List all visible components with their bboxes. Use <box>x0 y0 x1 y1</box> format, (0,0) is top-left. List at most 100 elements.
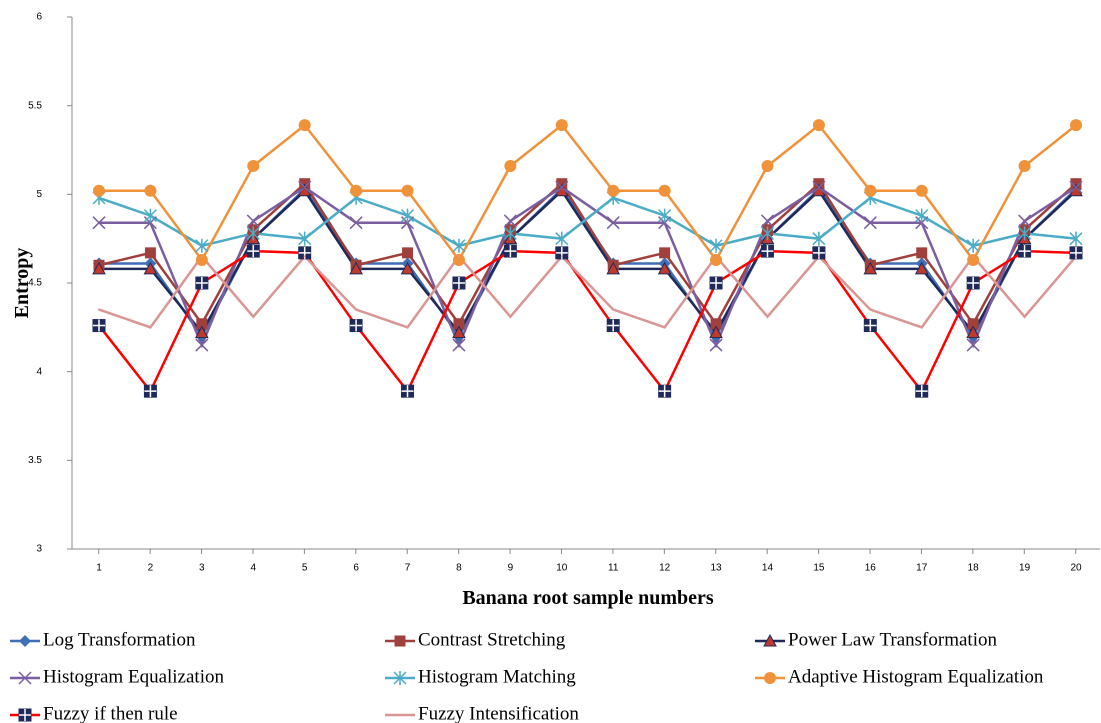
series-line <box>99 185 1077 349</box>
x-tick-label: 3 <box>199 563 205 574</box>
data-point <box>715 255 718 258</box>
data-point <box>606 261 621 275</box>
marker-shape <box>349 216 363 230</box>
marker-shape <box>394 635 406 647</box>
data-point <box>1070 178 1082 190</box>
x-tick-label: 6 <box>353 563 359 574</box>
data-point <box>504 159 517 172</box>
marker-shape <box>1070 119 1082 132</box>
marker-shape <box>763 633 777 647</box>
y-tick-label: 4 <box>36 366 42 377</box>
marker-shape <box>764 672 776 684</box>
marker-shape <box>760 226 775 241</box>
data-point <box>556 178 568 190</box>
marker-shape <box>144 184 157 197</box>
marker-shape <box>812 231 826 246</box>
marker-shape <box>1018 159 1031 172</box>
marker-shape <box>195 277 208 289</box>
data-point <box>760 226 775 241</box>
series-line <box>98 181 1077 327</box>
data-point <box>144 247 156 259</box>
legend-marker <box>764 672 776 684</box>
marker-shape <box>658 184 671 197</box>
data-point <box>658 208 672 223</box>
marker-shape <box>812 119 825 132</box>
marker-shape <box>812 180 826 194</box>
data-point <box>195 338 209 352</box>
data-point <box>93 184 105 197</box>
marker-shape <box>813 178 825 190</box>
marker-shape <box>709 325 723 339</box>
marker-shape <box>916 247 928 259</box>
marker-shape <box>452 238 466 253</box>
x-tick-label: 7 <box>405 563 411 574</box>
data-point <box>143 261 158 275</box>
data-point <box>966 338 980 352</box>
marker-shape <box>864 184 877 197</box>
marker-shape <box>194 325 209 339</box>
data-point <box>98 308 100 311</box>
x-tick-label: 20 <box>1070 563 1082 574</box>
data-point <box>709 276 723 290</box>
marker-shape <box>247 245 260 258</box>
data-point <box>143 208 157 223</box>
data-point <box>710 253 723 266</box>
data-point <box>967 318 979 330</box>
marker-shape <box>966 338 980 352</box>
legend-marker <box>18 708 32 722</box>
data-point <box>659 247 671 259</box>
data-point <box>194 325 209 339</box>
data-point <box>658 184 671 197</box>
marker-shape <box>863 261 878 275</box>
marker-shape <box>393 671 407 685</box>
legend-marker <box>393 671 407 685</box>
legend-label: Fuzzy if then rule <box>43 703 178 723</box>
marker-shape <box>1069 231 1083 246</box>
y-tick-label: 3.5 <box>28 455 42 466</box>
data-point <box>453 318 465 330</box>
marker-shape <box>503 226 517 241</box>
marker-shape <box>93 184 105 197</box>
x-tick-label: 5 <box>302 563 308 574</box>
legend-label: Histogram Matching <box>418 666 576 687</box>
data-point <box>355 308 358 311</box>
data-point <box>195 253 208 266</box>
marker-shape <box>1070 178 1082 190</box>
data-point <box>863 216 877 230</box>
marker-shape <box>19 635 31 647</box>
legend-label: Contrast Stretching <box>418 629 566 650</box>
data-point <box>298 231 312 246</box>
x-axis-title: Banana root sample numbers <box>462 587 714 609</box>
data-point <box>349 319 363 333</box>
marker-shape <box>555 180 569 194</box>
marker-shape <box>400 261 415 275</box>
data-point <box>657 261 672 275</box>
data-point <box>298 119 311 132</box>
x-tick-label: 9 <box>508 563 514 574</box>
marker-shape <box>915 208 929 223</box>
marker-shape <box>659 247 671 259</box>
data-point <box>1018 159 1031 172</box>
data-point <box>761 159 774 172</box>
marker-shape <box>607 319 620 332</box>
x-tick-label: 16 <box>865 563 877 574</box>
data-point <box>1069 231 1083 246</box>
marker-shape <box>503 214 517 228</box>
data-point <box>863 261 878 275</box>
data-point <box>972 255 975 258</box>
marker-shape <box>915 184 928 197</box>
marker-shape <box>1018 214 1032 228</box>
data-point <box>710 318 722 330</box>
data-point <box>966 276 980 290</box>
data-point <box>400 208 415 223</box>
legend-label: Histogram Equalization <box>43 666 224 687</box>
marker-shape <box>92 216 106 230</box>
data-point <box>402 247 414 259</box>
marker-shape <box>298 119 311 132</box>
marker-shape <box>143 208 157 223</box>
y-axis-title: Entropy <box>11 248 33 319</box>
marker-shape <box>246 226 260 241</box>
data-point <box>1018 244 1032 258</box>
data-point <box>555 180 569 194</box>
